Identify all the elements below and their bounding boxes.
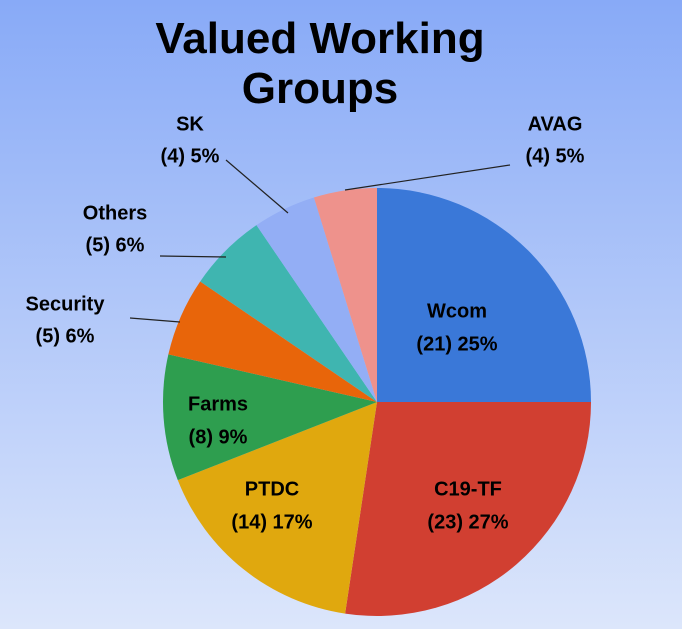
- pie-slice: [200, 225, 377, 402]
- slice-value-label: (5) 6%: [86, 234, 145, 256]
- pie-slice: [256, 197, 377, 402]
- slice-name: Wcom: [427, 300, 487, 322]
- slice-name: Security: [26, 293, 106, 315]
- chart-title: Valued Working Groups: [155, 14, 485, 113]
- slice-value-label: (23) 27%: [427, 511, 508, 533]
- slice-value-label: (4) 5%: [161, 145, 220, 167]
- slice-name: Farms: [188, 393, 248, 415]
- pie-slice: [377, 188, 591, 402]
- leader-line: [159, 255, 227, 258]
- leader-line: [129, 317, 181, 323]
- slice-name: AVAG: [528, 113, 583, 135]
- leader-line: [225, 159, 289, 214]
- slice-value-label: (8) 9%: [189, 426, 248, 448]
- slice-value-label: (21) 25%: [416, 333, 497, 355]
- leader-line: [344, 164, 511, 191]
- slice-name: C19-TF: [434, 478, 502, 500]
- slice-value-label: (14) 17%: [231, 511, 312, 533]
- slice-value-label: (5) 6%: [36, 325, 95, 347]
- slice-name: PTDC: [245, 478, 299, 500]
- pie-slice: [345, 402, 591, 617]
- pie-slice: [177, 402, 377, 614]
- pie-slice: [313, 188, 377, 402]
- pie-slice: [168, 281, 377, 402]
- slice-name: SK: [176, 113, 204, 135]
- slice-value-label: (4) 5%: [526, 145, 585, 167]
- pie-slice: [163, 354, 377, 481]
- slice-name: Others: [83, 202, 147, 224]
